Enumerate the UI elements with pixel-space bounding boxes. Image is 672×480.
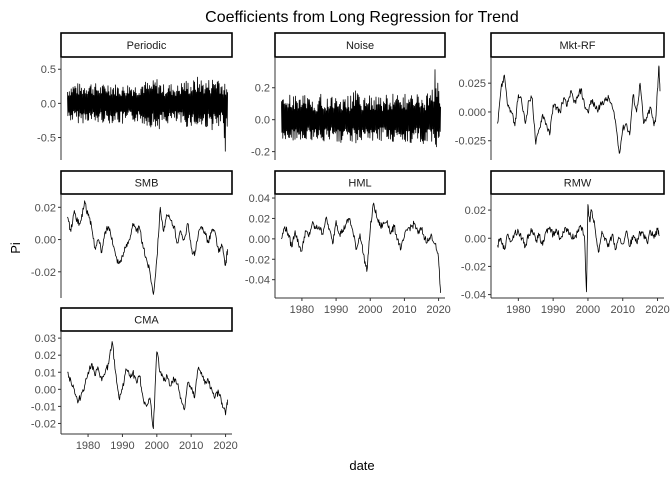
facet-strip — [274, 170, 446, 195]
y-tick-label: 0.000 — [458, 107, 486, 119]
facet-strip-label: Mkt-RF — [559, 40, 595, 52]
y-tick-label: -0.02 — [31, 418, 56, 430]
x-axis-title: date — [349, 458, 374, 473]
y-tick-label: 0.00 — [35, 235, 56, 247]
facet-panels: Periodic -0.5 0.0 0.5 Noise -0.2 0.0 0.2 Mkt-RF -… — [31, 32, 670, 452]
x-tick-label: 1990 — [324, 304, 348, 316]
facet-strip-label: Noise — [346, 40, 374, 52]
x-tick-label: 1980 — [506, 304, 530, 316]
facet-strip — [60, 307, 233, 332]
facet-strip — [490, 32, 665, 58]
series-line-hml — [281, 202, 441, 293]
y-tick-label: 0.00 — [249, 234, 270, 246]
facet-rmw: RMW -0.04 -0.02 0.00 0.02 1980 1990 2000 2010 202… — [461, 170, 670, 316]
x-tick-label: 1980 — [290, 304, 314, 316]
series-line-cma — [67, 341, 228, 429]
x-tick-label: 2020 — [213, 440, 237, 452]
y-tick-label: 0.2 — [255, 83, 270, 95]
y-tick-label: 0.02 — [465, 205, 486, 217]
y-tick-label: 0.02 — [35, 350, 56, 362]
y-tick-label: -0.01 — [31, 401, 56, 413]
facet-strip-label: SMB — [135, 178, 159, 190]
facet-strip-label: RMW — [564, 178, 592, 190]
y-tick-label: 0.00 — [35, 384, 56, 396]
y-tick-label: -0.04 — [245, 275, 270, 287]
y-tick-label: 0.00 — [465, 233, 486, 245]
x-tick-label: 2010 — [610, 304, 634, 316]
x-tick-label: 2020 — [426, 304, 450, 316]
y-tick-label: -0.2 — [251, 147, 270, 159]
y-tick-label: 0.03 — [35, 333, 56, 345]
y-tick-label: 0.0 — [255, 115, 270, 127]
y-tick-label: 0.02 — [35, 202, 56, 214]
facet-smb: SMB -0.02 0.00 0.02 — [31, 170, 233, 298]
y-tick-label: -0.02 — [31, 267, 56, 279]
facet-noise: Noise -0.2 0.0 0.2 — [251, 32, 446, 160]
x-tick-label: 1990 — [541, 304, 565, 316]
series-line-periodic — [67, 76, 228, 152]
facet-mkt-rf: Mkt-RF -0.025 0.000 0.025 — [455, 32, 665, 160]
y-tick-label: 0.04 — [249, 193, 270, 205]
y-tick-label: -0.025 — [455, 136, 486, 148]
chart-title: Coefficients from Long Regression for Tr… — [205, 9, 519, 26]
facet-strip — [490, 170, 665, 195]
x-tick-label: 2000 — [576, 304, 600, 316]
x-tick-label: 2020 — [645, 304, 669, 316]
x-tick-label: 2010 — [179, 440, 203, 452]
facet-strip-label: HML — [348, 178, 371, 190]
facet-strip-label: CMA — [134, 315, 159, 327]
y-tick-label: 0.02 — [249, 213, 270, 225]
x-tick-label: 1980 — [76, 440, 100, 452]
y-axis-title: Pi — [8, 242, 23, 254]
y-tick-label: -0.02 — [245, 254, 270, 266]
y-tick-label: -0.5 — [37, 133, 56, 145]
facet-strip — [60, 170, 233, 195]
y-tick-label: 0.0 — [41, 98, 56, 110]
y-tick-label: 0.01 — [35, 367, 56, 379]
facet-cma: CMA -0.02 -0.01 0.00 0.01 0.02 0.03 1980 1990 200… — [31, 307, 238, 452]
series-line-mkt-rf — [497, 65, 661, 154]
facet-strip-label: Periodic — [127, 40, 167, 52]
y-tick-label: -0.02 — [461, 261, 486, 273]
x-tick-label: 2000 — [145, 440, 169, 452]
facet-hml: HML -0.04 -0.02 0.00 0.02 0.04 1980 1990 2000 201… — [245, 170, 451, 316]
facet-strip — [60, 32, 233, 58]
series-line-smb — [67, 200, 228, 295]
x-tick-label: 2000 — [358, 304, 382, 316]
y-tick-label: 0.025 — [458, 78, 486, 90]
x-tick-label: 2010 — [392, 304, 416, 316]
facet-strip — [274, 32, 446, 58]
series-line-noise — [281, 69, 441, 148]
facet-periodic: Periodic -0.5 0.0 0.5 — [37, 32, 233, 160]
y-tick-label: 0.5 — [41, 64, 56, 76]
y-tick-label: -0.04 — [461, 290, 486, 302]
x-tick-label: 1990 — [110, 440, 134, 452]
series-line-rmw — [497, 204, 660, 293]
